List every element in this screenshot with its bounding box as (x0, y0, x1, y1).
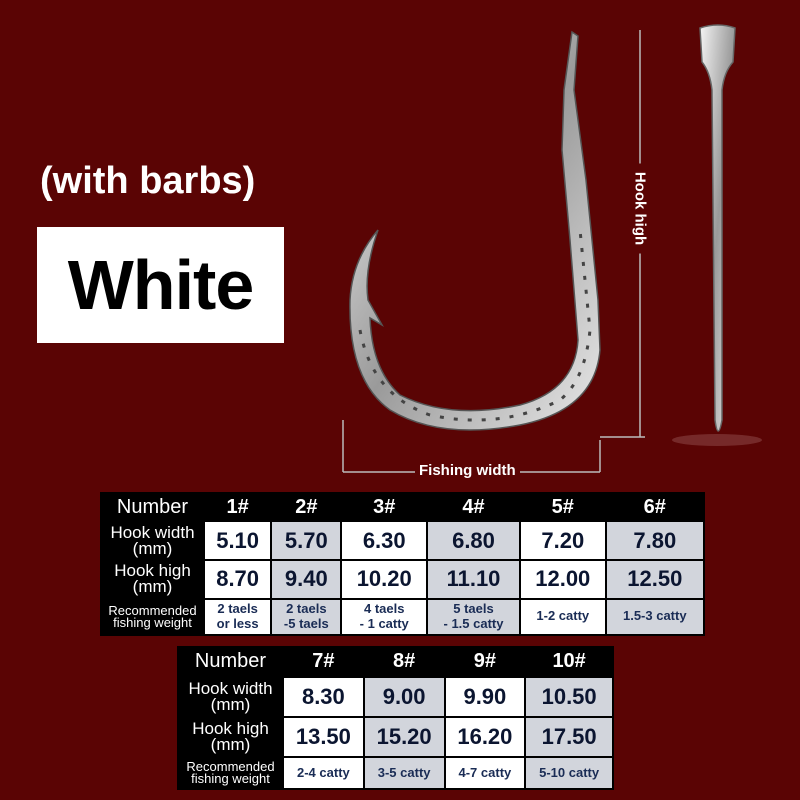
weight-line: 1-2 catty (536, 608, 590, 624)
cell-number: 8# (362, 646, 446, 678)
weight-line: 5-10 catty (539, 764, 600, 780)
cell-weight: 1-2 catty (518, 597, 607, 637)
row-label-line: (mm) (210, 694, 251, 714)
weight-line: or less (216, 615, 259, 631)
cell-number: 6# (604, 491, 706, 523)
row-label-weight: Recommended fishing weight (177, 756, 284, 790)
row-label-number: Number (177, 646, 284, 678)
table-row-weight: Recommended fishing weight 2-4 catty 3-5 ca… (177, 756, 614, 790)
cell-high: 10.20 (340, 559, 429, 600)
cell-weight: 2 taels -5 taels (270, 597, 343, 637)
color-label-box: White (37, 227, 284, 343)
cell-number: 1# (202, 491, 273, 523)
row-label-line: (mm) (132, 538, 173, 558)
table-row-width: Hook width (mm) 8.30 9.00 9.90 10.50 (177, 675, 614, 718)
cell-number: 4# (426, 491, 521, 523)
table-row-high: Hook high (mm) 8.70 9.40 10.20 11.10 12.00 12.5… (100, 559, 706, 600)
weight-line: -5 taels (283, 615, 329, 631)
weight-line: - 1 catty (359, 615, 409, 631)
cell-width: 5.10 (202, 520, 273, 562)
size-table-1: Number 1# 2# 3# 4# 5# 6# Hook width (mm) 5.10 5.70… (100, 491, 706, 637)
hook-illustration (342, 24, 762, 473)
cell-width: 6.30 (340, 520, 429, 562)
row-label-line: (mm) (132, 577, 173, 597)
cell-weight: 4 taels - 1 catty (340, 597, 429, 637)
cell-high: 9.40 (270, 559, 343, 600)
row-label-line: Recommended (108, 602, 197, 618)
cell-high: 11.10 (426, 559, 521, 600)
barbs-title: (with barbs) (40, 160, 256, 202)
cell-number: 2# (270, 491, 343, 523)
cell-high: 12.50 (604, 559, 706, 600)
cell-high: 17.50 (524, 715, 614, 759)
cell-number: 3# (340, 491, 429, 523)
cell-number: 5# (518, 491, 607, 523)
row-label-high: Hook high (mm) (100, 559, 205, 600)
hook-high-label: Hook high (631, 163, 649, 254)
row-label-high: Hook high (mm) (177, 715, 284, 759)
row-label-line: Hook high (114, 561, 191, 581)
cell-width: 6.80 (426, 520, 521, 562)
row-label-line: Hook width (188, 678, 273, 698)
cell-weight: 5 taels - 1.5 catty (426, 597, 521, 637)
cell-high: 12.00 (518, 559, 607, 600)
cell-number: 9# (443, 646, 527, 678)
cell-weight: 4-7 catty (443, 756, 527, 790)
cell-high: 15.20 (362, 715, 446, 759)
cell-number: 10# (524, 646, 614, 678)
weight-line: 5 taels (453, 601, 494, 616)
row-label-width: Hook width (mm) (177, 675, 284, 718)
row-label-line: fishing weight (113, 614, 192, 630)
table-row-width: Hook width (mm) 5.10 5.70 6.30 6.80 7.20 7.80 (100, 520, 706, 562)
hook-side-view (349, 30, 601, 431)
cell-number: 7# (282, 646, 365, 678)
hook-front-view (672, 24, 762, 446)
row-label-line: fishing weight (191, 771, 270, 787)
table-row-weight: Recommended fishing weight 2 taels or less 2… (100, 597, 706, 637)
cell-weight: 5-10 catty (524, 756, 614, 790)
cell-weight: 1.5-3 catty (604, 597, 706, 637)
cell-weight: 3-5 catty (362, 756, 446, 790)
size-table-2: Number 7# 8# 9# 10# Hook width (mm) 8.30 9.00 9.9… (177, 646, 614, 790)
cell-width: 9.00 (362, 675, 446, 718)
weight-line: 4-7 catty (458, 764, 512, 780)
row-label-weight: Recommended fishing weight (100, 597, 205, 637)
table-row-number: Number 7# 8# 9# 10# (177, 646, 614, 678)
row-label-line: Hook width (110, 522, 195, 542)
cell-width: 7.80 (604, 520, 706, 562)
row-label-line: (mm) (210, 735, 251, 755)
cell-width: 9.90 (443, 675, 527, 718)
weight-line: 3-5 catty (377, 764, 431, 780)
weight-line: 2-4 catty (297, 764, 350, 780)
table-row-number: Number 1# 2# 3# 4# 5# 6# (100, 491, 706, 523)
cell-high: 16.20 (443, 715, 527, 759)
weight-line: 2 taels (217, 601, 258, 616)
row-label-width: Hook width (mm) (100, 520, 205, 562)
weight-line: 1.5-3 catty (622, 608, 687, 624)
cell-width: 5.70 (270, 520, 343, 562)
cell-width: 10.50 (524, 675, 614, 718)
fishing-width-label: Fishing width (415, 462, 520, 479)
cell-weight: 2 taels or less (202, 597, 273, 637)
row-label-line: Recommended (186, 758, 275, 774)
table-row-high: Hook high (mm) 13.50 15.20 16.20 17.50 (177, 715, 614, 759)
color-label: White (67, 246, 255, 324)
cell-high: 13.50 (282, 715, 365, 759)
weight-line: 2 taels (286, 601, 327, 616)
cell-high: 8.70 (202, 559, 273, 600)
weight-line: - 1.5 catty (443, 615, 504, 631)
weight-line: 4 taels (363, 601, 405, 616)
cell-width: 8.30 (282, 675, 365, 718)
row-label-line: Hook high (192, 719, 269, 739)
cell-weight: 2-4 catty (282, 756, 365, 790)
row-label-number: Number (100, 491, 205, 523)
cell-width: 7.20 (518, 520, 607, 562)
